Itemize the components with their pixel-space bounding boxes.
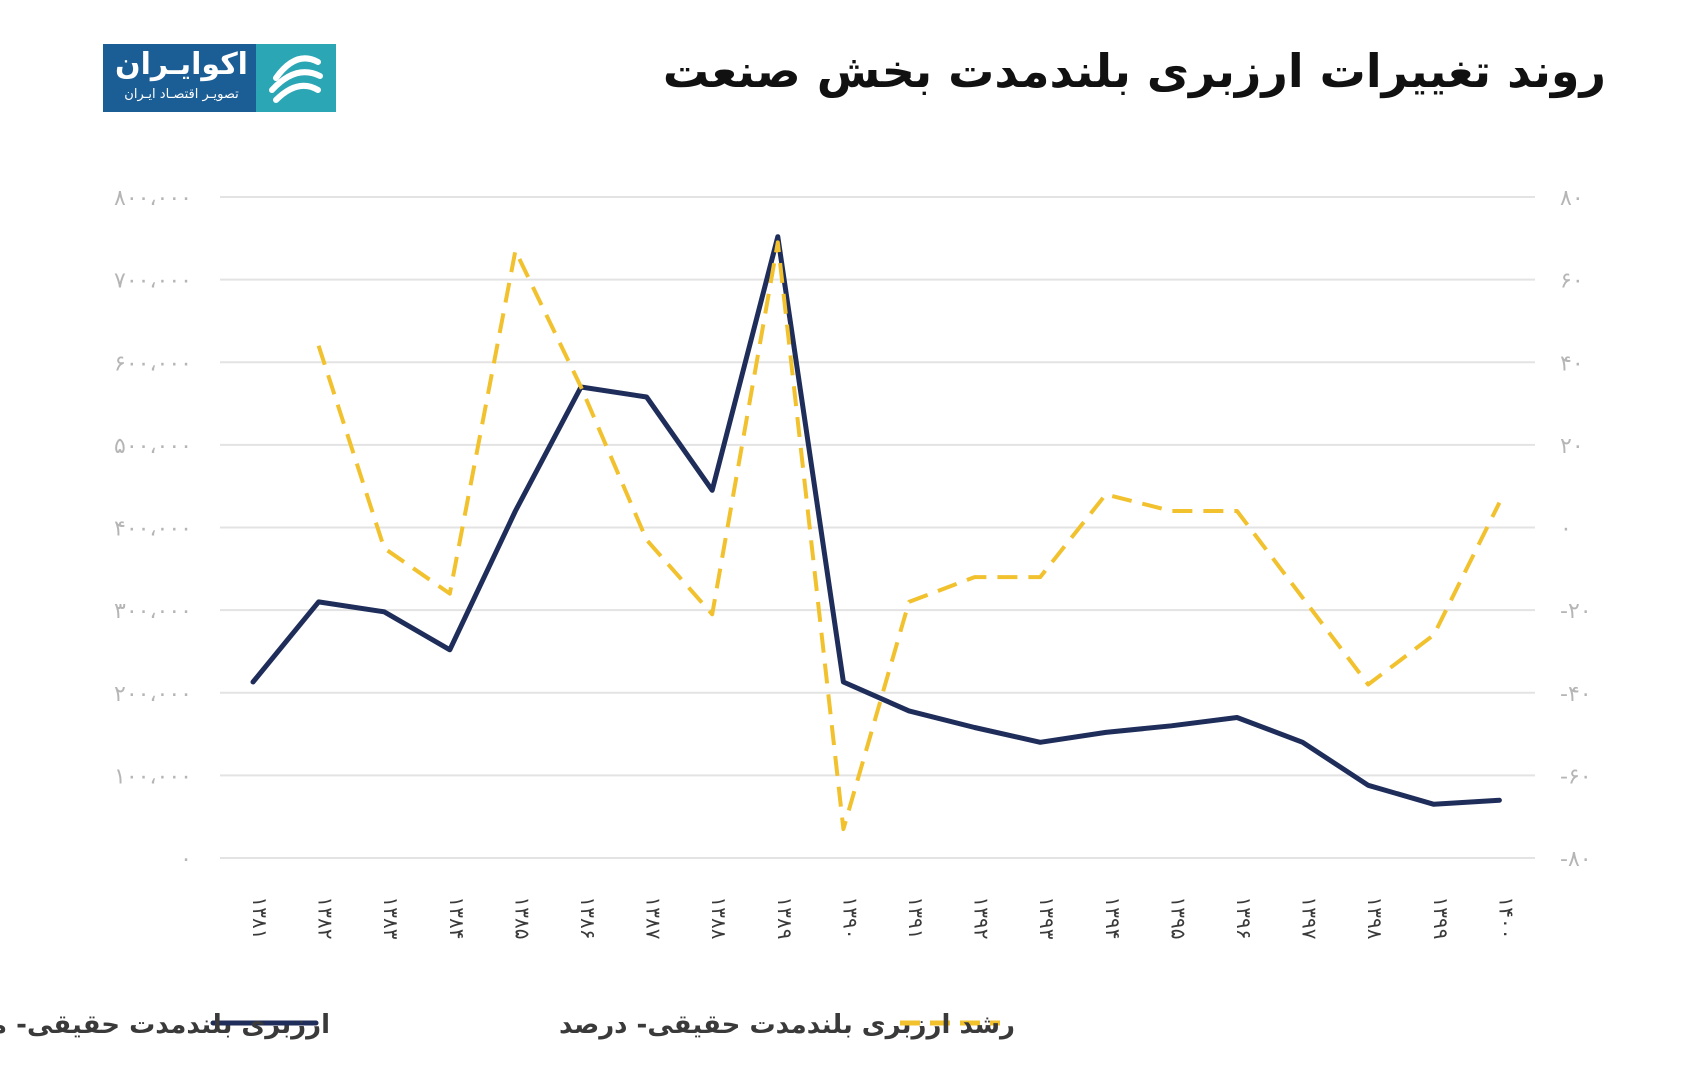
left-axis-tick-label: ۷۰۰،۰۰۰ xyxy=(114,269,192,294)
series-line-growth-percent xyxy=(316,240,1502,832)
right-axis-tick-label: -۶۰ xyxy=(1560,764,1592,789)
left-axis-tick-label: ۴۰۰،۰۰۰ xyxy=(114,517,192,542)
data-point-real xyxy=(448,648,451,651)
data-point-growth xyxy=(1236,509,1239,512)
data-point-real xyxy=(1498,799,1501,802)
data-point-growth xyxy=(1104,493,1107,496)
x-axis-tick-label: ۱۳۸۸ xyxy=(707,897,731,940)
data-point-growth xyxy=(1301,596,1304,599)
legend-label-dashed: رشد ارزبری بلندمدت حقیقی- درصد xyxy=(559,1010,1015,1040)
legend-label-solid: ارزبری بلندمدت حقیقی- میلیارد ریال xyxy=(0,1010,330,1040)
x-axis-tick-label: ۱۳۸۶ xyxy=(576,897,600,940)
data-point-real xyxy=(252,681,255,684)
right-axis-tick-label: -۲۰ xyxy=(1560,599,1592,624)
x-axis-tick-label: ۱۳۹۰ xyxy=(838,897,862,940)
data-point-real xyxy=(383,610,386,613)
data-point-real xyxy=(514,509,517,512)
data-point-real xyxy=(842,681,845,684)
data-point-real xyxy=(1236,716,1239,719)
right-axis-tick-label: ۶۰ xyxy=(1560,269,1584,294)
right-axis-ticks: -۸۰ -۶۰ -۴۰ -۲۰ ۰ ۲۰ ۴۰ ۶۰ ۸۰ xyxy=(1560,186,1592,872)
data-point-growth xyxy=(711,613,714,616)
data-point-real xyxy=(908,709,911,712)
data-point-growth xyxy=(776,241,779,244)
data-point-real xyxy=(1104,731,1107,734)
x-axis-tick-label: ۱۳۸۲ xyxy=(314,897,338,940)
data-point-real xyxy=(973,726,976,729)
data-point-growth xyxy=(645,538,648,541)
right-axis-tick-label: -۴۰ xyxy=(1560,682,1592,707)
x-axis-tick-label: ۱۳۹۹ xyxy=(1429,897,1453,940)
data-point-growth xyxy=(1039,576,1042,579)
logo-tagline: تصویـر اقتصـاد ایـران xyxy=(124,87,239,102)
x-axis-tick-label: ۱۳۹۴ xyxy=(1101,897,1125,940)
data-point-growth xyxy=(448,592,451,595)
left-axis-tick-label: ۲۰۰،۰۰۰ xyxy=(114,682,192,707)
data-point-real xyxy=(1170,724,1173,727)
x-axis-tick-label: ۱۳۸۷ xyxy=(642,897,666,940)
data-point-growth xyxy=(1170,509,1173,512)
legend: ارزبری بلندمدت حقیقی- میلیارد ریال رشد ا… xyxy=(0,1010,1015,1040)
data-point-growth xyxy=(1367,683,1370,686)
series-line-real-billion-rial xyxy=(250,234,1502,807)
data-point-growth xyxy=(908,600,911,603)
x-axis-tick-label: ۱۳۹۸ xyxy=(1363,897,1387,940)
data-point-real xyxy=(776,235,779,238)
x-axis-tick-label: ۱۳۸۱ xyxy=(248,897,272,940)
right-axis-tick-label: ۴۰ xyxy=(1560,351,1584,376)
logo-name: اکوایـران xyxy=(115,47,248,82)
page-title: روند تغییرات ارزبری بلندمدت بخش صنعت xyxy=(662,44,1606,98)
left-axis-ticks: ۰ ۱۰۰،۰۰۰ ۲۰۰،۰۰۰ ۳۰۰،۰۰۰ ۴۰۰،۰۰۰ ۵۰۰،۰۰۰ ۶۰۰،… xyxy=(114,186,192,872)
x-axis-tick-label: ۱۳۸۵ xyxy=(510,897,534,940)
x-axis-tick-label: ۱۳۹۲ xyxy=(970,897,994,940)
data-point-growth xyxy=(383,547,386,550)
data-point-growth xyxy=(1498,501,1501,504)
x-axis-ticks: ۱۳۸۱ ۱۳۸۲ ۱۳۸۳ ۱۳۸۴ ۱۳۸۵ ۱۳۸۶ ۱۳۸۷ ۱۳۸۸ ۱۳۸۹ ۱۳۹۰… xyxy=(248,897,1518,940)
data-point-real xyxy=(711,489,714,492)
left-axis-tick-label: ۳۰۰،۰۰۰ xyxy=(114,599,192,624)
right-axis-tick-label: -۸۰ xyxy=(1560,847,1592,872)
data-point-growth xyxy=(842,828,845,831)
left-axis-tick-label: ۶۰۰،۰۰۰ xyxy=(114,351,192,376)
left-axis-tick-label: ۱۰۰،۰۰۰ xyxy=(114,764,192,789)
x-axis-tick-label: ۱۳۸۹ xyxy=(773,897,797,940)
data-point-real xyxy=(645,395,648,398)
data-point-growth xyxy=(973,576,976,579)
right-axis-tick-label: ۲۰ xyxy=(1560,434,1584,459)
data-point-growth xyxy=(317,344,320,347)
right-axis-tick-label: ۰ xyxy=(1560,517,1572,542)
left-axis-tick-label: ۵۰۰،۰۰۰ xyxy=(114,434,192,459)
data-point-growth xyxy=(580,386,583,389)
x-axis-tick-label: ۱۳۹۳ xyxy=(1035,897,1059,940)
gridlines xyxy=(220,196,1535,859)
right-axis-tick-label: ۸۰ xyxy=(1560,186,1584,211)
x-axis-tick-label: ۱۳۸۳ xyxy=(379,897,403,940)
logo-emblem-icon xyxy=(256,44,336,112)
data-point-real xyxy=(1301,741,1304,744)
x-axis-tick-label: ۱۳۹۷ xyxy=(1298,897,1322,940)
x-axis-tick-label: ۱۴۰۰ xyxy=(1494,897,1518,940)
x-axis-tick-label: ۱۳۹۵ xyxy=(1166,897,1190,940)
x-axis-tick-label: ۱۳۹۱ xyxy=(904,897,928,940)
data-point-growth xyxy=(514,249,517,252)
left-axis-tick-label: ۰ xyxy=(180,847,192,872)
x-axis-tick-label: ۱۳۹۶ xyxy=(1232,897,1256,940)
data-point-real xyxy=(317,600,320,603)
data-point-growth xyxy=(1432,633,1435,636)
data-point-real xyxy=(1367,784,1370,787)
brand-logo: اکوایـران تصویـر اقتصـاد ایـران xyxy=(103,44,336,112)
left-axis-tick-label: ۸۰۰،۰۰۰ xyxy=(114,186,192,211)
data-point-real xyxy=(1432,803,1435,806)
x-axis-tick-label: ۱۳۸۴ xyxy=(445,897,469,940)
series-layer xyxy=(250,234,1502,832)
data-point-real xyxy=(1039,741,1042,744)
